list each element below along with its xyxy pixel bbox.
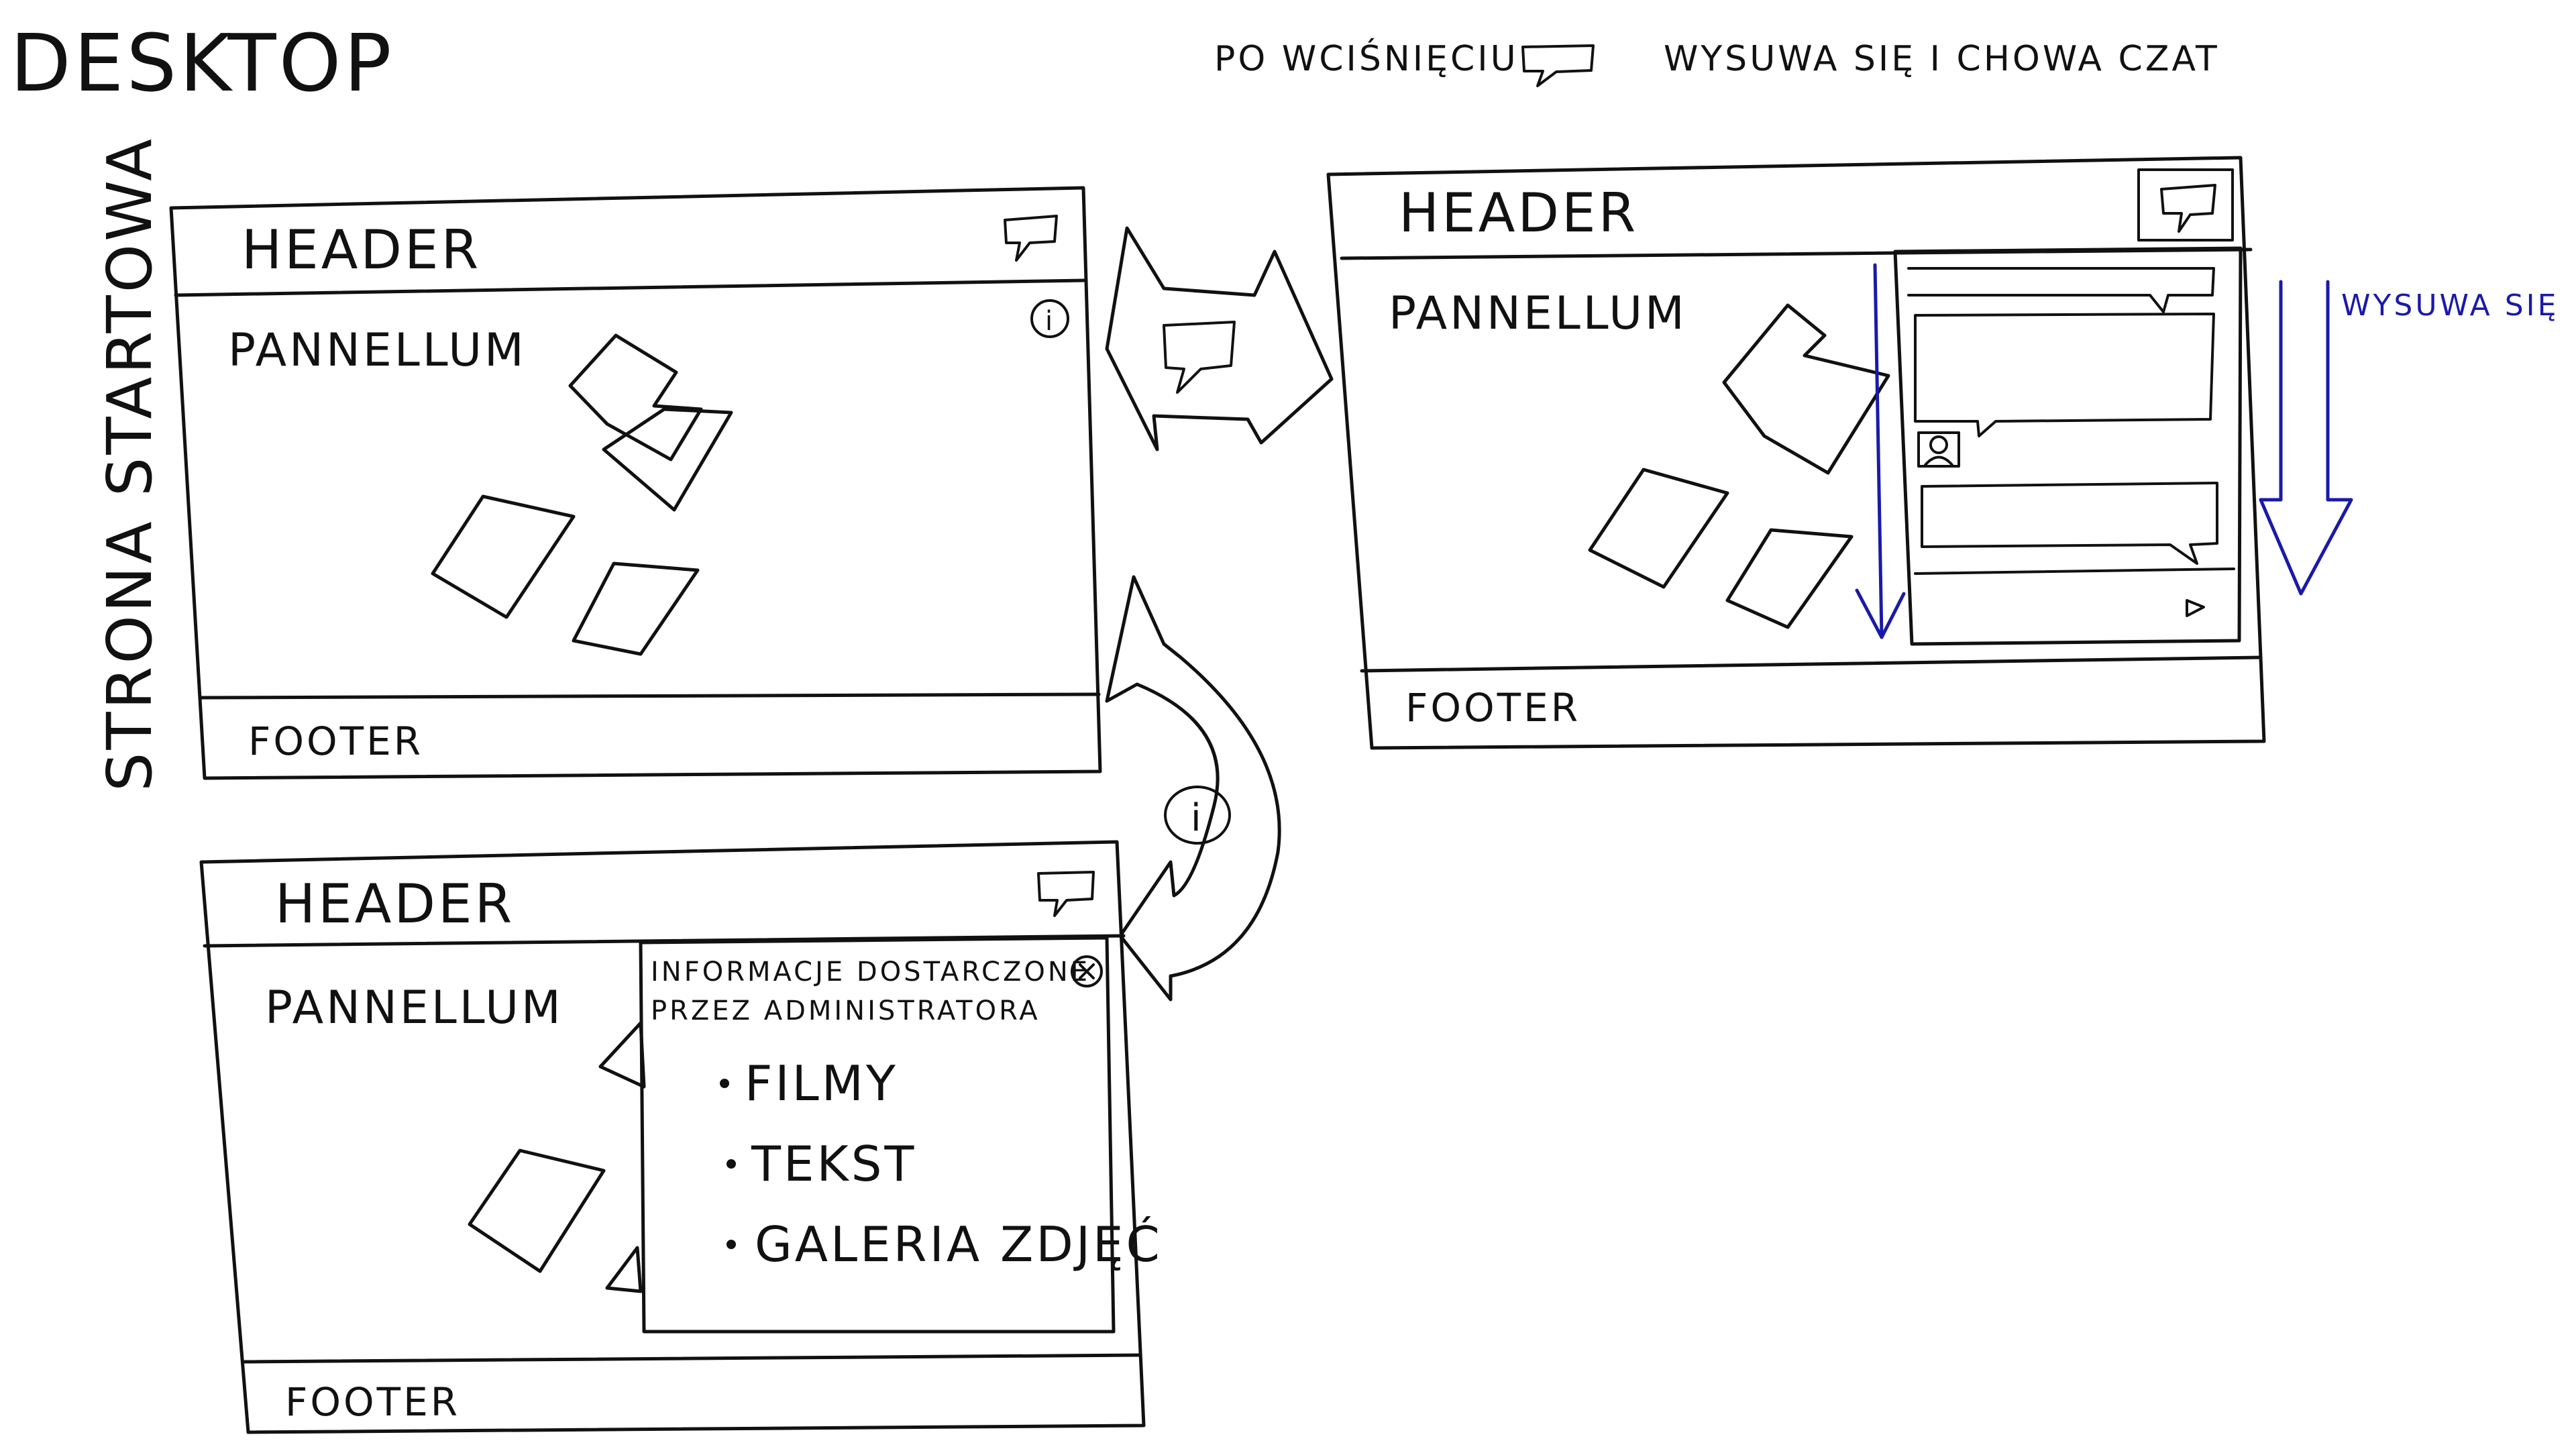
info-footer: FOOTER [285, 1379, 460, 1425]
panorama-photos [431, 333, 733, 656]
chat-bubble-icon[interactable] [1004, 215, 1058, 262]
chat-message [1914, 313, 2215, 437]
info-list: FILMY TEKST GALERIA ZDJĘĆ [720, 1055, 1163, 1273]
info-icon: i [1164, 786, 1231, 845]
start-footer: FOOTER [248, 718, 423, 764]
info-item[interactable]: TEKST [751, 1136, 916, 1192]
info-icon[interactable]: i [1030, 299, 1069, 338]
svg-text:i: i [1045, 306, 1055, 337]
screen-start: HEADER i PANNELLUM FOOTER [169, 186, 1102, 780]
top-note: PO WCIŚNIĘCIU [1214, 38, 1519, 79]
svg-text:i: i [1191, 796, 1204, 840]
info-content: PANNELLUM [265, 981, 564, 1034]
slide-in-arrow: WYSUWA SIĘ [1855, 263, 2559, 639]
chat-bubble-icon [1521, 44, 1595, 87]
info-header: HEADER [275, 873, 515, 935]
chat-footer: FOOTER [1405, 685, 1580, 731]
info-panel-title: INFORMACJE DOSTARCZONE [651, 957, 1090, 987]
chat-bubble-icon[interactable] [1037, 871, 1095, 917]
page-title: DESKTOP [10, 17, 394, 109]
panorama-photos [468, 1021, 646, 1293]
chat-panel [1893, 246, 2243, 646]
toggle-chat-arrow [1105, 226, 1334, 451]
top-note-after: WYSUWA SIĘ I CHOWA CZAT [1664, 39, 2220, 79]
close-icon[interactable] [1071, 955, 1103, 987]
chat-bubble-icon [1163, 321, 1236, 394]
info-item[interactable]: FILMY [745, 1055, 898, 1112]
chat-content: PANNELLUM [1389, 287, 1687, 340]
chat-header: HEADER [1399, 182, 1638, 244]
toggle-info-arrow: i [1105, 575, 1281, 1002]
info-panel: INFORMACJE DOSTARCZONE PRZEZ ADMINISTRAT… [639, 936, 1163, 1334]
screen-info: HEADER PANNELLUM INFORMACJE DOSTARCZONE … [199, 840, 1163, 1434]
screen-chat: HEADER PANNELLUM [1326, 156, 2266, 750]
start-content: PANNELLUM [228, 324, 527, 377]
panorama-photos [1588, 303, 1890, 629]
start-header: HEADER [241, 219, 481, 281]
send-icon[interactable] [2186, 599, 2205, 617]
slide-in-label: WYSUWA SIĘ [2341, 288, 2559, 323]
info-item[interactable]: GALERIA ZDJĘĆ [755, 1216, 1163, 1273]
avatar-icon [1917, 431, 1960, 468]
chat-message [1921, 482, 2218, 565]
chat-toggle-button[interactable] [2137, 168, 2234, 241]
chat-message [1907, 267, 2215, 313]
side-label: STRONA STARTOWA [94, 136, 166, 792]
info-panel-subtitle: PRZEZ ADMINISTRATORA [651, 996, 1040, 1026]
